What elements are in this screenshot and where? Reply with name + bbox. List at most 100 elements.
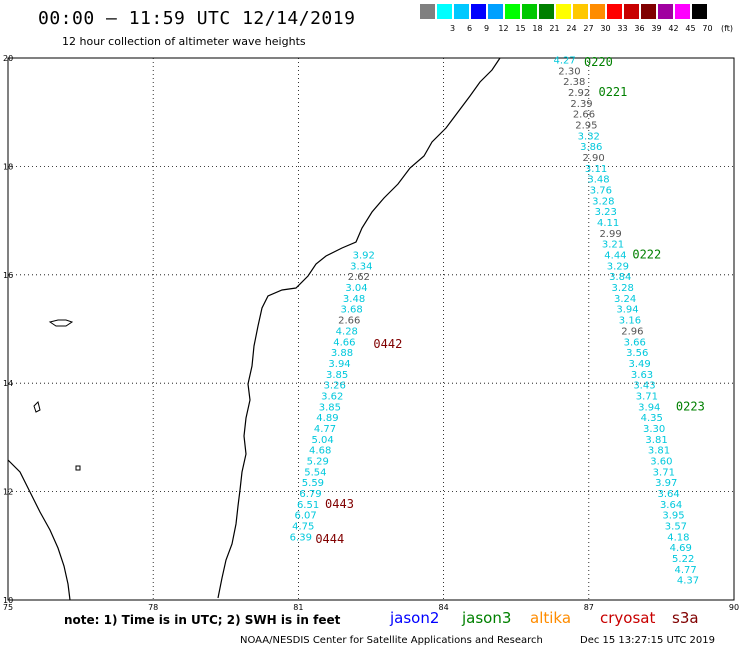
scale-swatch — [641, 4, 656, 19]
scale-swatch — [471, 4, 486, 19]
scale-swatch — [420, 4, 435, 19]
lat-tick-label: 20 — [3, 54, 13, 63]
lat-tick-label: 12 — [3, 488, 13, 497]
pass-time-labels: 0220 0221 0222 0223 0442 0443 0444 — [315, 55, 704, 546]
lon-tick-label: 87 — [584, 603, 594, 612]
wave-height-value: 6.39 — [290, 532, 312, 543]
wave-height-value: 3.29 — [607, 261, 629, 272]
scale-label: 70 — [702, 24, 713, 33]
india-east-coast — [217, 57, 501, 599]
wave-height-value: 3.16 — [619, 316, 641, 327]
island-1 — [48, 319, 74, 327]
pass-time-label: 0444 — [315, 532, 344, 546]
scale-label: 18 — [532, 24, 543, 33]
scale-label: 15 — [515, 24, 526, 33]
wave-height-value: 3.48 — [587, 175, 609, 186]
wave-height-value: 3.21 — [602, 240, 624, 251]
wave-height-value: 3.85 — [319, 402, 341, 413]
wave-height-value: 3.30 — [643, 424, 665, 435]
wave-height-value: 3.56 — [626, 348, 648, 359]
wave-height-value: 3.62 — [321, 391, 343, 402]
wave-height-value: 3.23 — [595, 207, 617, 218]
scale-swatch — [522, 4, 537, 19]
scale-label: 6 — [466, 24, 473, 33]
wave-height-value: 3.28 — [592, 196, 614, 207]
wave-height-value: 6.79 — [299, 489, 321, 500]
wave-height-value: 4.27 — [553, 55, 575, 66]
scale-swatch — [505, 4, 520, 19]
wave-height-value: 3.76 — [590, 186, 612, 197]
lat-tick-label: 14 — [3, 379, 13, 388]
pass-time-label: 0220 — [584, 55, 613, 69]
scale-label: 36 — [634, 24, 645, 33]
wave-height-value: 5.22 — [672, 554, 694, 565]
wave-height-value: 4.68 — [309, 446, 331, 457]
wave-height-value: 2.30 — [558, 66, 580, 77]
wave-height-value: 2.66 — [338, 316, 360, 327]
lon-tick-label: 78 — [148, 603, 158, 612]
wave-height-value: 3.63 — [631, 370, 653, 381]
sri-lanka-coast — [7, 459, 71, 601]
wave-height-value: 3.34 — [350, 261, 372, 272]
wave-height-value: 3.60 — [650, 457, 672, 468]
scale-label: 24 — [566, 24, 577, 33]
wave-height-value: 2.62 — [348, 272, 370, 283]
wave-height-value: 3.97 — [655, 478, 677, 489]
lon-tick-label: 84 — [439, 603, 449, 612]
wave-height-value: 4.89 — [316, 413, 338, 424]
satellite-name: jason2 — [390, 609, 440, 627]
scale-unit-label: (ft) — [720, 24, 734, 33]
footnote: note: 1) Time is in UTC; 2) SWH is in fe… — [64, 613, 341, 627]
pass-time-label: 0222 — [632, 248, 661, 262]
wave-height-value: 3.81 — [648, 446, 670, 457]
wave-height-value: 6.51 — [297, 500, 319, 511]
wave-height-value: 5.59 — [302, 478, 324, 489]
lon-tick-label: 75 — [3, 603, 13, 612]
wave-height-value: 3.81 — [645, 435, 667, 446]
wave-height-value: 3.43 — [633, 381, 655, 392]
scale-swatch — [573, 4, 588, 19]
satellite-name: altika — [530, 609, 572, 627]
wave-height-value: 3.04 — [345, 283, 367, 294]
wave-height-value: 3.84 — [609, 272, 631, 283]
chart-title: 00:00 – 11:59 UTC 12/14/2019 — [38, 8, 356, 29]
wave-height-value: 2.90 — [583, 153, 605, 164]
wave-height-value: 3.24 — [614, 294, 636, 305]
lon-tick-label: 81 — [293, 603, 303, 612]
scale-label: 12 — [498, 24, 509, 33]
wave-height-value: 2.38 — [563, 77, 585, 88]
wave-height-value: 3.66 — [624, 337, 646, 348]
scale-label: 30 — [600, 24, 611, 33]
pass-time-label: 0223 — [676, 399, 705, 413]
wave-height-value: 2.96 — [621, 326, 643, 337]
wave-height-value: 4.37 — [677, 576, 699, 587]
wave-height-value: 2.95 — [575, 120, 597, 131]
wave-height-value: 3.64 — [660, 500, 682, 511]
wave-height-value: 3.57 — [665, 522, 687, 533]
map-frame — [7, 57, 735, 601]
scale-swatch — [437, 4, 452, 19]
wave-height-value: 2.39 — [570, 99, 592, 110]
wave-height-value: 3.11 — [585, 164, 607, 175]
credit-line: NOAA/NESDIS Center for Satellite Applica… — [240, 635, 543, 646]
wave-height-value: 3.48 — [343, 294, 365, 305]
scale-label: 33 — [617, 24, 628, 33]
wave-height-value: 2.99 — [599, 229, 621, 240]
scale-swatch — [590, 4, 605, 19]
scale-swatch — [692, 4, 707, 19]
wave-height-value: 3.71 — [653, 467, 675, 478]
scale-swatch — [658, 4, 673, 19]
scale-swatch — [488, 4, 503, 19]
chart-subtitle: 12 hour collection of altimeter wave hei… — [62, 35, 306, 48]
wave-height-value: 3.28 — [612, 283, 634, 294]
island-3 — [75, 465, 81, 471]
lat-tick-label: 18 — [3, 162, 13, 171]
coastline — [7, 57, 501, 601]
wave-height-value: 3.92 — [353, 251, 375, 262]
island-2 — [33, 401, 41, 413]
wave-height-value: 5.29 — [307, 457, 329, 468]
wave-height-value: 5.04 — [311, 435, 333, 446]
wave-height-value: 3.26 — [324, 381, 346, 392]
lat-lon-grid — [8, 58, 734, 600]
